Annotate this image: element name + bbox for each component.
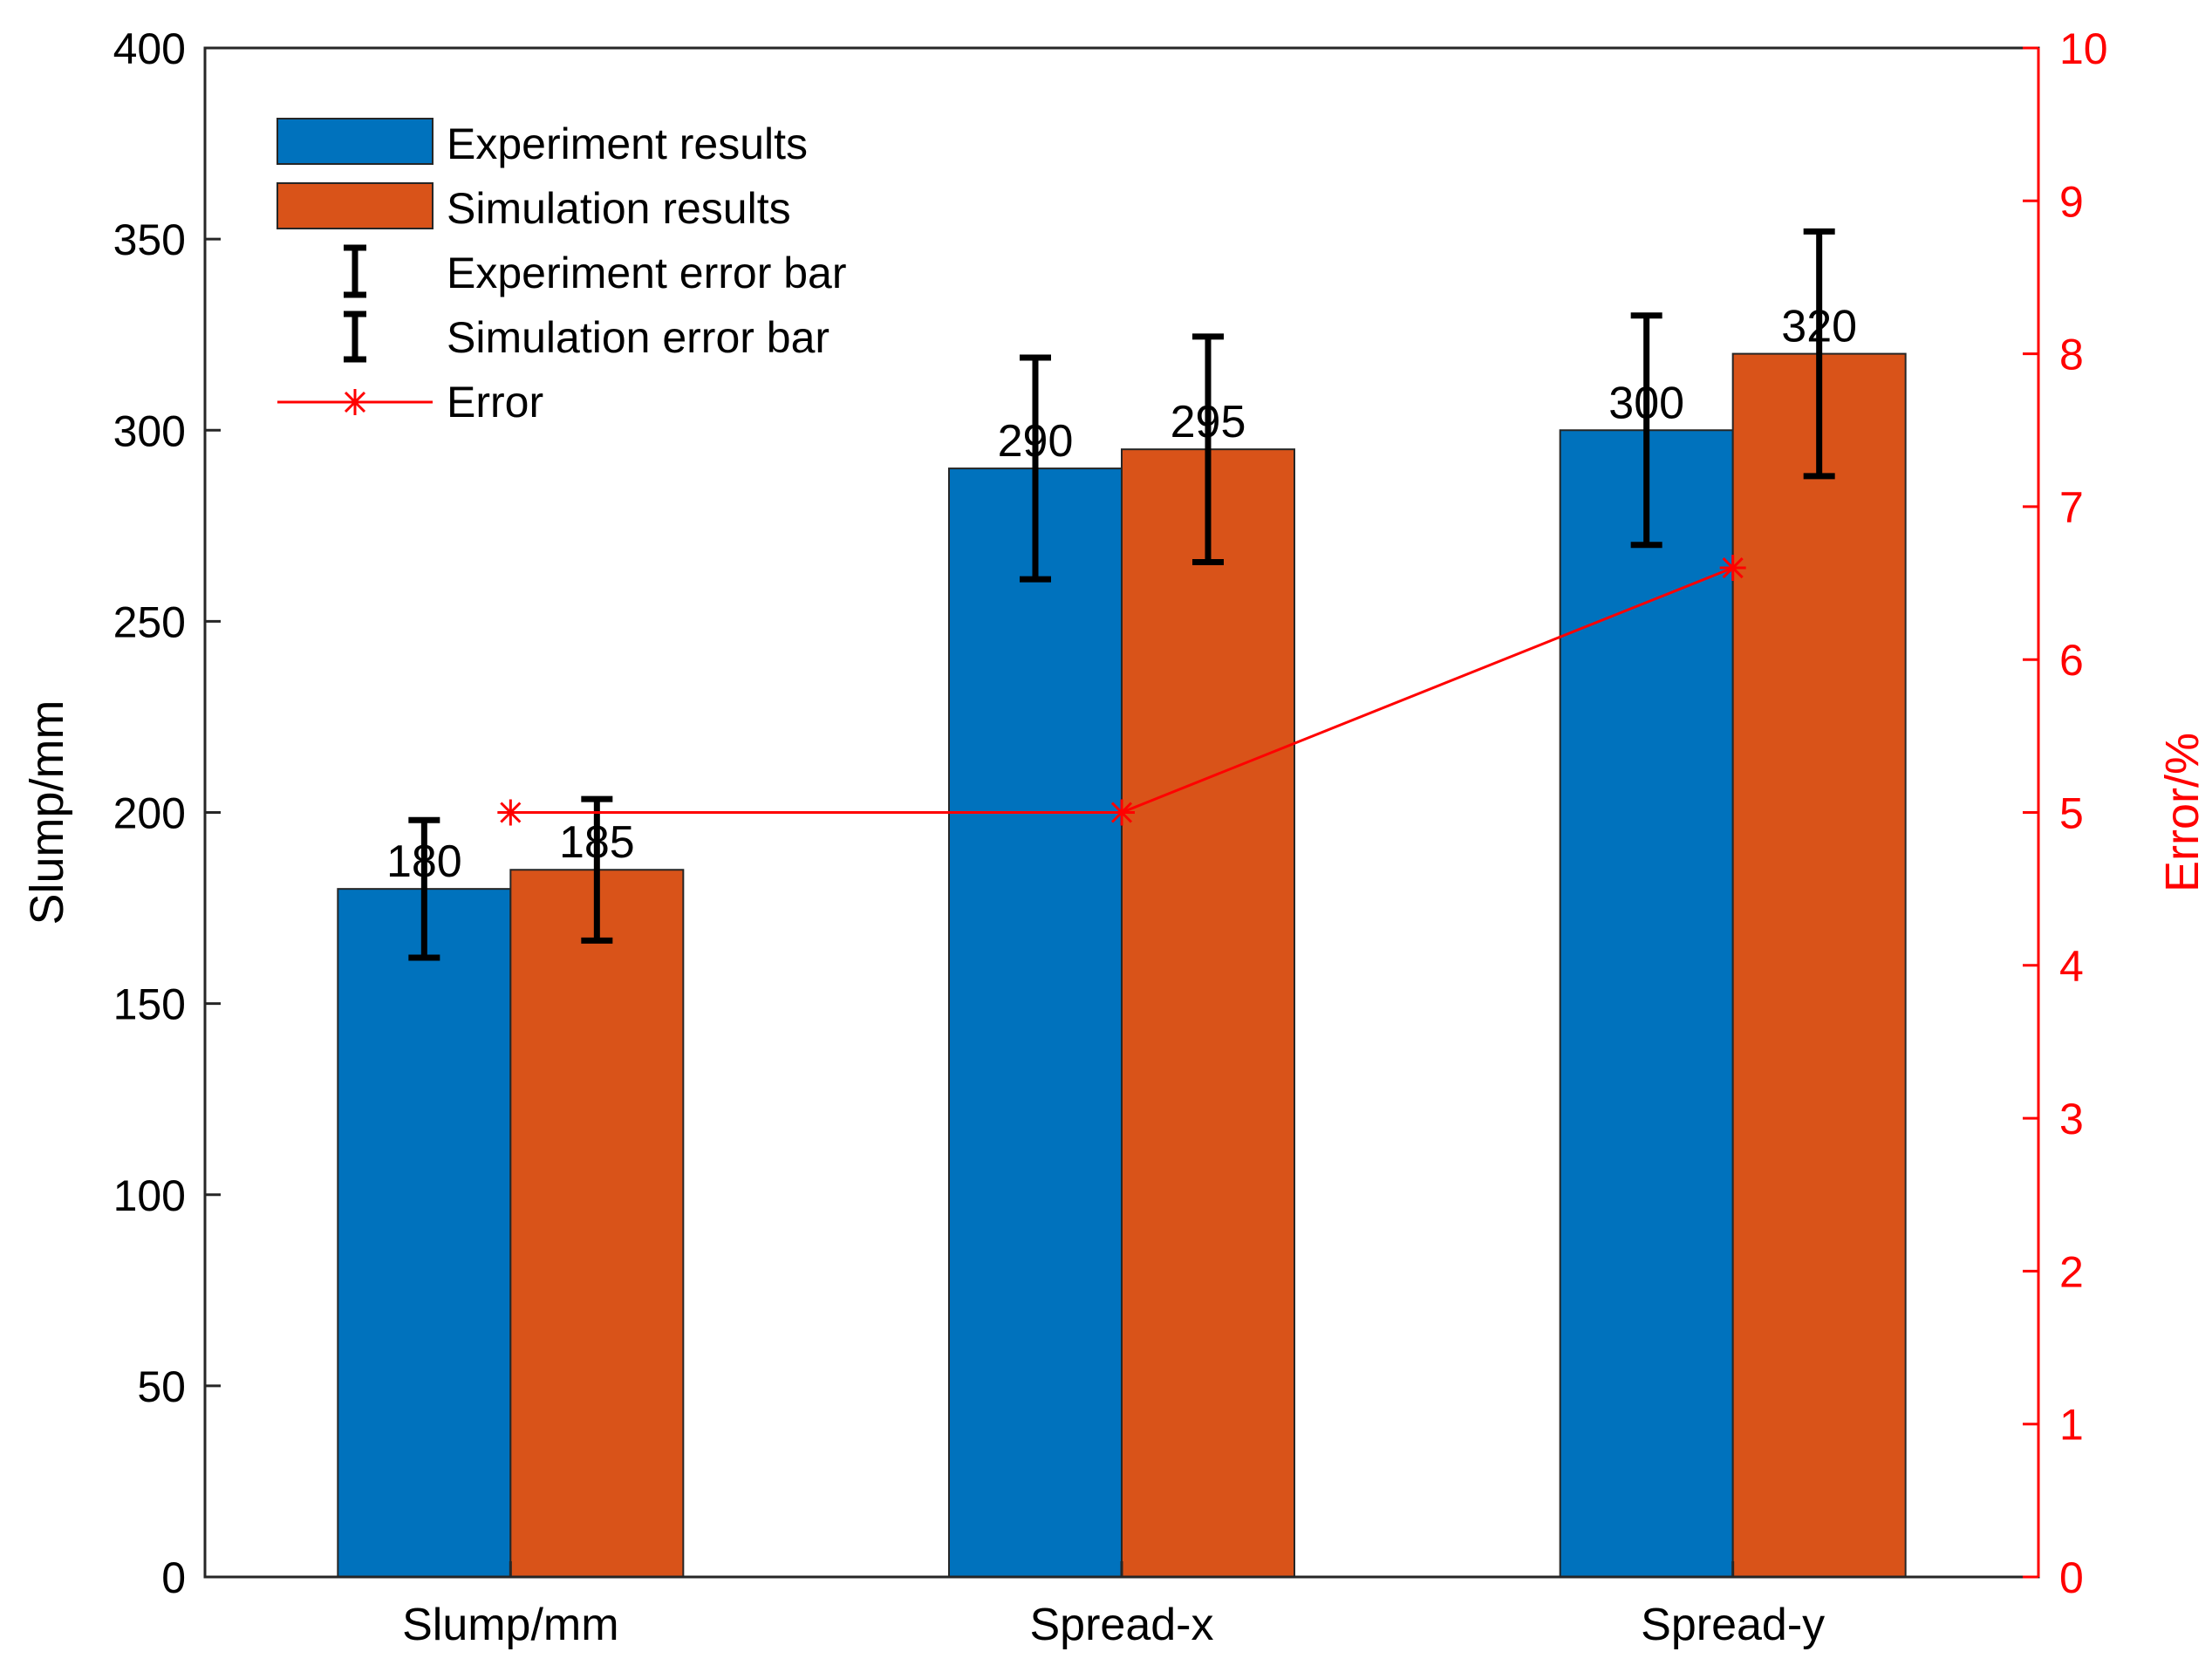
y-tick-label-left: 300 (113, 406, 186, 455)
legend-error-line-icon (277, 389, 433, 415)
y-tick-label-right: 6 (2059, 636, 2084, 685)
data-label-simulation-2: 320 (1781, 302, 1857, 352)
data-label-experiment-0: 180 (386, 836, 462, 887)
y-tick-label-left: 250 (113, 597, 186, 646)
y-tick-label-right: 8 (2059, 331, 2084, 379)
y-tick-label-left: 200 (113, 789, 186, 838)
y-tick-label-left: 50 (137, 1362, 186, 1411)
legend: Experiment results Simulation results Ex… (276, 118, 847, 427)
data-label-simulation-1: 295 (1171, 397, 1246, 447)
error-bar-experiment-1 (1020, 354, 1051, 583)
data-label-simulation-0: 185 (559, 817, 635, 868)
bar-simulation-2 (1731, 352, 1907, 1579)
error-bar-experiment-2 (1630, 312, 1662, 549)
bar-simulation-0 (509, 869, 685, 1578)
legend-asterisk-marker (342, 389, 368, 415)
legend-label-simulation-errorbar: Simulation error bar (447, 313, 830, 362)
legend-label-error: Error (447, 378, 543, 427)
error-marker-1 (1109, 799, 1135, 826)
legend-simulation-errorbar-icon (344, 311, 366, 363)
bars-layer (337, 352, 1907, 1579)
error-bars-layer (408, 228, 1835, 961)
error-bar-experiment-0 (408, 816, 440, 961)
error-bar-simulation-2 (1803, 228, 1835, 480)
y-tick-label-right: 5 (2059, 789, 2084, 838)
y-tick-label-left: 350 (113, 215, 186, 264)
legend-swatch-simulation (276, 182, 434, 229)
x-tick-label: Slump/mm (402, 1600, 618, 1650)
legend-swatch-experiment (276, 118, 434, 165)
bar-experiment-0 (337, 888, 512, 1578)
y-tick-label-right: 9 (2059, 177, 2084, 226)
legend-label-experiment-errorbar: Experiment error bar (447, 249, 847, 297)
y-axis-right: 0 1 2 3 4 5 6 7 8 9 10 (2023, 24, 2108, 1602)
y-tick-label-left: 100 (113, 1171, 186, 1220)
y-tick-label-right: 3 (2059, 1095, 2084, 1143)
x-tick-label: Spread-x (1030, 1600, 1214, 1650)
x-axis: Slump/mm Spread-x Spread-y (402, 1561, 1825, 1650)
y-tick-label-left: 150 (113, 980, 186, 1029)
y-axis-title-right: Error/% (2156, 733, 2209, 892)
y-tick-label-right: 10 (2059, 24, 2108, 73)
y-tick-label-left: 0 (161, 1553, 186, 1602)
y-tick-label-left: 400 (113, 24, 186, 73)
error-bar-simulation-1 (1192, 333, 1224, 565)
error-bar-simulation-0 (581, 795, 613, 944)
legend-experiment-errorbar-icon (344, 244, 366, 298)
x-tick-label: Spread-y (1641, 1600, 1825, 1650)
y-tick-label-right: 2 (2059, 1247, 2084, 1296)
y-axis-title-left: Slump/mm (21, 700, 73, 925)
error-line-layer (497, 555, 1746, 826)
y-tick-label-right: 7 (2059, 483, 2084, 532)
bar-experiment-1 (948, 468, 1123, 1579)
data-label-experiment-2: 300 (1608, 378, 1684, 428)
legend-label-experiment: Experiment results (447, 119, 808, 168)
data-labels-layer: 180 185 290 295 300 320 (386, 302, 1857, 888)
error-marker-0 (497, 799, 524, 826)
y-tick-label-right: 4 (2059, 942, 2084, 991)
data-label-experiment-1: 290 (998, 416, 1074, 467)
error-marker-2 (1719, 555, 1746, 582)
legend-label-simulation: Simulation results (447, 184, 791, 233)
y-axis-left: 0 50 100 150 200 250 300 350 400 (113, 24, 221, 1602)
y-tick-label-right: 1 (2059, 1401, 2084, 1450)
y-tick-label-right: 0 (2059, 1553, 2084, 1602)
bar-simulation-1 (1121, 448, 1295, 1578)
